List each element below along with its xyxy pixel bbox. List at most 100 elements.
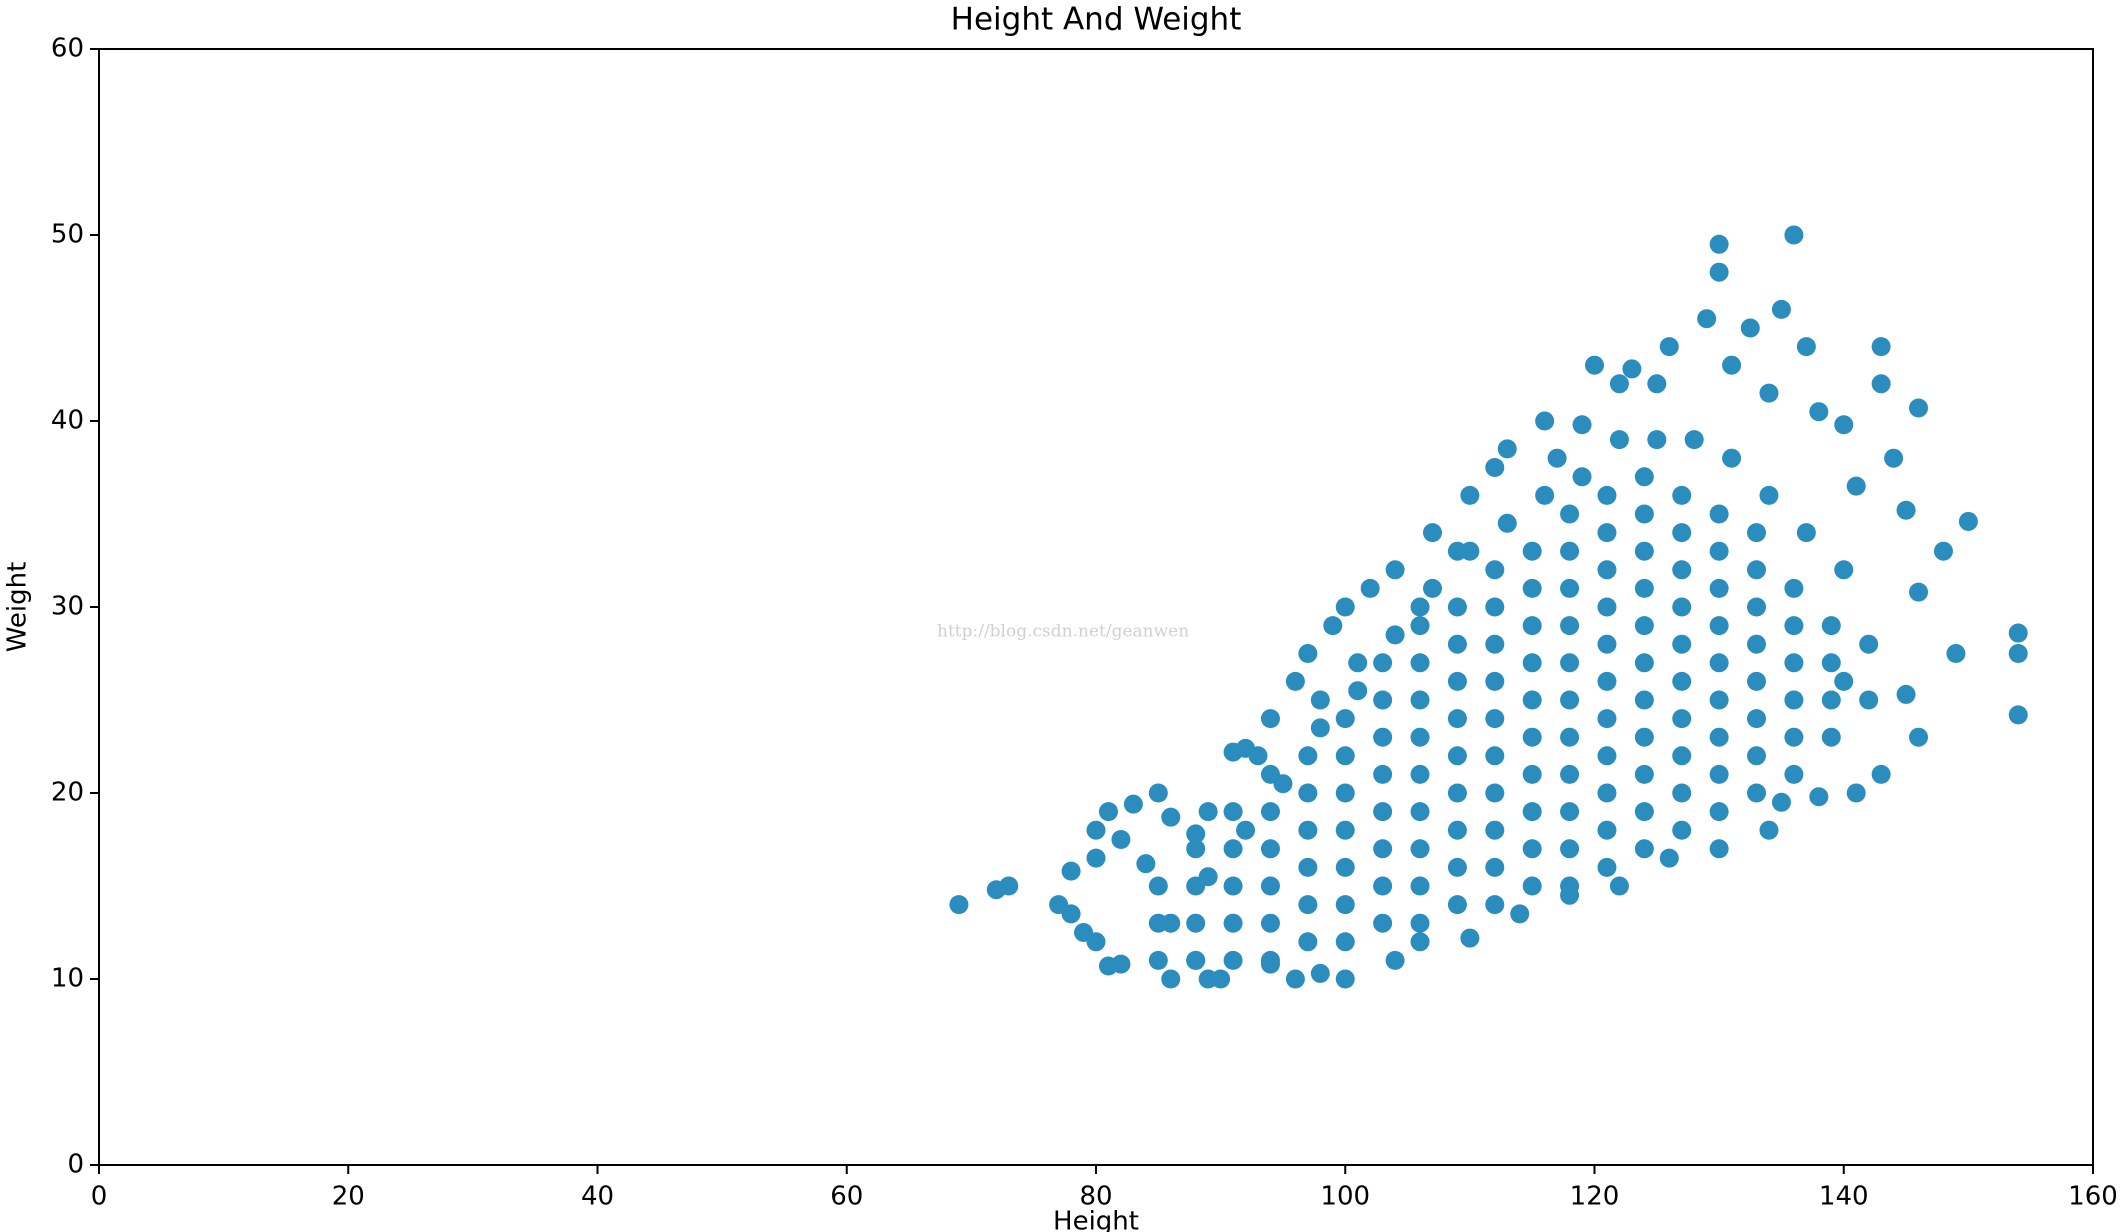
point (1123, 794, 1143, 814)
point (1747, 671, 1767, 691)
x-tick-label: 100 (1320, 1182, 1370, 1212)
point (1846, 783, 1866, 803)
point (1871, 337, 1891, 357)
point (1784, 727, 1804, 747)
point (1335, 932, 1355, 952)
point (1373, 727, 1393, 747)
point (1771, 299, 1791, 319)
point (1373, 876, 1393, 896)
point (1709, 541, 1729, 561)
point (1522, 541, 1542, 561)
point (1597, 783, 1617, 803)
y-tick-label: 40 (51, 406, 84, 436)
point (1709, 802, 1729, 822)
point (1809, 787, 1829, 807)
point (1148, 913, 1168, 933)
point (1310, 963, 1330, 983)
point (1348, 653, 1368, 673)
point (1896, 500, 1916, 520)
x-tick-label: 160 (2068, 1182, 2118, 1212)
point (1522, 802, 1542, 822)
point (1535, 485, 1555, 505)
point (1560, 653, 1580, 673)
point (1784, 616, 1804, 636)
point (1709, 764, 1729, 784)
point (1285, 671, 1305, 691)
point (1373, 802, 1393, 822)
point (1759, 820, 1779, 840)
point (1098, 802, 1118, 822)
point (1335, 820, 1355, 840)
point (1447, 746, 1467, 766)
point (1410, 839, 1430, 859)
point (1186, 876, 1206, 896)
point (1410, 913, 1430, 933)
point (1410, 764, 1430, 784)
point (1186, 913, 1206, 933)
point (1460, 928, 1480, 948)
point (1485, 634, 1505, 654)
point (1634, 653, 1654, 673)
point (1560, 764, 1580, 784)
point (1186, 950, 1206, 970)
point (949, 895, 969, 915)
point (1248, 746, 1268, 766)
point (1560, 504, 1580, 524)
point (1260, 913, 1280, 933)
point (1634, 467, 1654, 487)
y-tick-label: 50 (51, 220, 84, 250)
point (1747, 560, 1767, 580)
point (1709, 578, 1729, 598)
point (1211, 969, 1231, 989)
point (1061, 861, 1081, 881)
point (1447, 671, 1467, 691)
point (1460, 485, 1480, 505)
point (1560, 690, 1580, 710)
x-tick-label: 120 (1570, 1182, 1620, 1212)
point (1497, 439, 1517, 459)
point (1410, 876, 1430, 896)
point (1485, 895, 1505, 915)
point (1086, 848, 1106, 868)
point (1597, 634, 1617, 654)
point (1659, 337, 1679, 357)
point (1784, 653, 1804, 673)
point (1659, 848, 1679, 868)
point (1634, 504, 1654, 524)
point (1784, 764, 1804, 784)
point (1672, 560, 1692, 580)
point (1223, 802, 1243, 822)
point (1323, 616, 1343, 636)
point (1485, 671, 1505, 691)
point (1560, 802, 1580, 822)
point (1709, 616, 1729, 636)
x-tick-label: 80 (1079, 1182, 1112, 1212)
point (1373, 839, 1393, 859)
point (1672, 634, 1692, 654)
point (1298, 895, 1318, 915)
point (1859, 634, 1879, 654)
point (1759, 383, 1779, 403)
point (1447, 634, 1467, 654)
point (1535, 411, 1555, 431)
point (1722, 448, 1742, 468)
point (1335, 969, 1355, 989)
point (1672, 485, 1692, 505)
point (1747, 783, 1767, 803)
point (1335, 783, 1355, 803)
point (1722, 355, 1742, 375)
point (1485, 597, 1505, 617)
point (1522, 876, 1542, 896)
point (1672, 597, 1692, 617)
point (1871, 374, 1891, 394)
point (1597, 671, 1617, 691)
point (1485, 560, 1505, 580)
point (1597, 597, 1617, 617)
point (1385, 625, 1405, 645)
point (1335, 895, 1355, 915)
point (1547, 448, 1567, 468)
point (1622, 359, 1642, 379)
point (1809, 402, 1829, 422)
point (1485, 783, 1505, 803)
y-axis-label: Weight (3, 562, 33, 653)
